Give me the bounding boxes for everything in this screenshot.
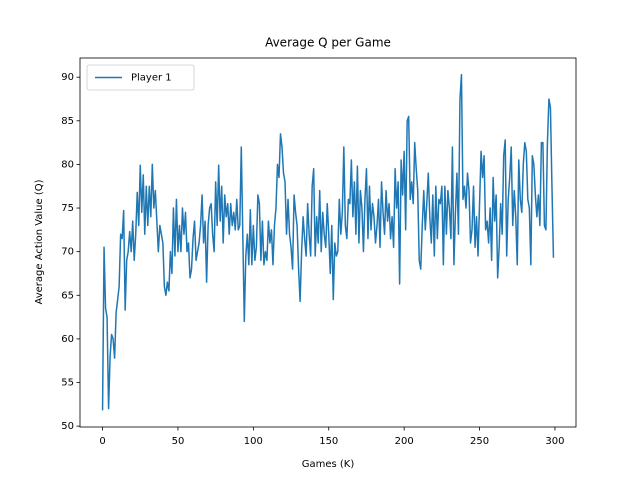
y-axis-label: Average Action Value (Q): [34, 179, 45, 304]
x-tick-label: 50: [172, 436, 185, 447]
data-line: [101, 73, 555, 411]
x-tick-label: 0: [99, 436, 105, 447]
y-tick-label: 85: [61, 116, 74, 127]
y-tick-label: 75: [61, 203, 74, 214]
x-tick-label: 100: [244, 436, 263, 447]
axes-frame: [79, 57, 577, 428]
legend-label: Player 1: [131, 73, 172, 84]
legend-box: [86, 64, 195, 91]
y-tick-label: 90: [61, 72, 74, 83]
x-axis-label: Games (K): [302, 459, 355, 470]
y-tick-label: 50: [61, 421, 74, 432]
x-tick-label: 300: [545, 436, 564, 447]
y-tick-label: 70: [61, 247, 74, 258]
x-tick-label: 200: [395, 436, 414, 447]
x-tick-label: 250: [470, 436, 489, 447]
y-tick-label: 65: [61, 290, 74, 301]
y-tick-label: 55: [61, 378, 74, 389]
y-tick-label: 60: [61, 334, 74, 345]
chart-title: Average Q per Game: [265, 36, 391, 50]
x-tick-label: 150: [319, 436, 338, 447]
y-tick-label: 80: [61, 159, 74, 170]
